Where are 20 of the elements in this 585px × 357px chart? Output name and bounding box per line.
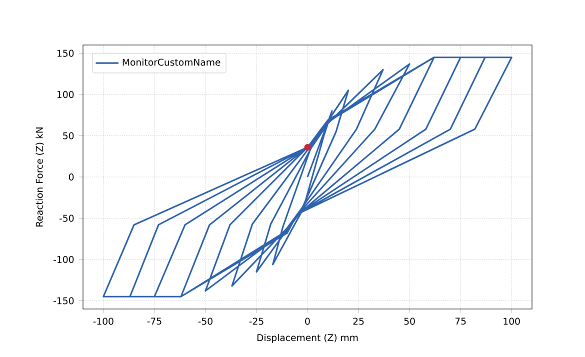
- y-tick-label: 150: [58, 50, 74, 57]
- y-tick-label: 0: [68, 173, 74, 181]
- x-tick-label: -75: [147, 318, 162, 325]
- x-tick-label: -100: [93, 318, 114, 325]
- x-tick-label: -25: [249, 318, 264, 325]
- x-axis-title: Displacement (Z) mm: [257, 334, 358, 343]
- x-tick-label: 100: [504, 318, 520, 325]
- y-tick-label: -50: [60, 214, 74, 222]
- x-tick-label: 75: [455, 318, 466, 325]
- x-tick-label: -50: [198, 318, 212, 325]
- x-tick-label: 0: [305, 318, 310, 325]
- y-axis-title: Reaction Force (Z) kN: [36, 128, 44, 226]
- y-tick-label: 100: [58, 90, 74, 98]
- y-tick-label: -100: [54, 256, 74, 264]
- line-series: [102, 56, 512, 298]
- y-tick-label: -150: [54, 297, 74, 304]
- y-tick-label: 50: [63, 132, 74, 140]
- legend-label: MonitorCustomName: [122, 58, 220, 66]
- x-tick-label: 50: [404, 318, 415, 325]
- x-tick-label: 25: [353, 318, 364, 325]
